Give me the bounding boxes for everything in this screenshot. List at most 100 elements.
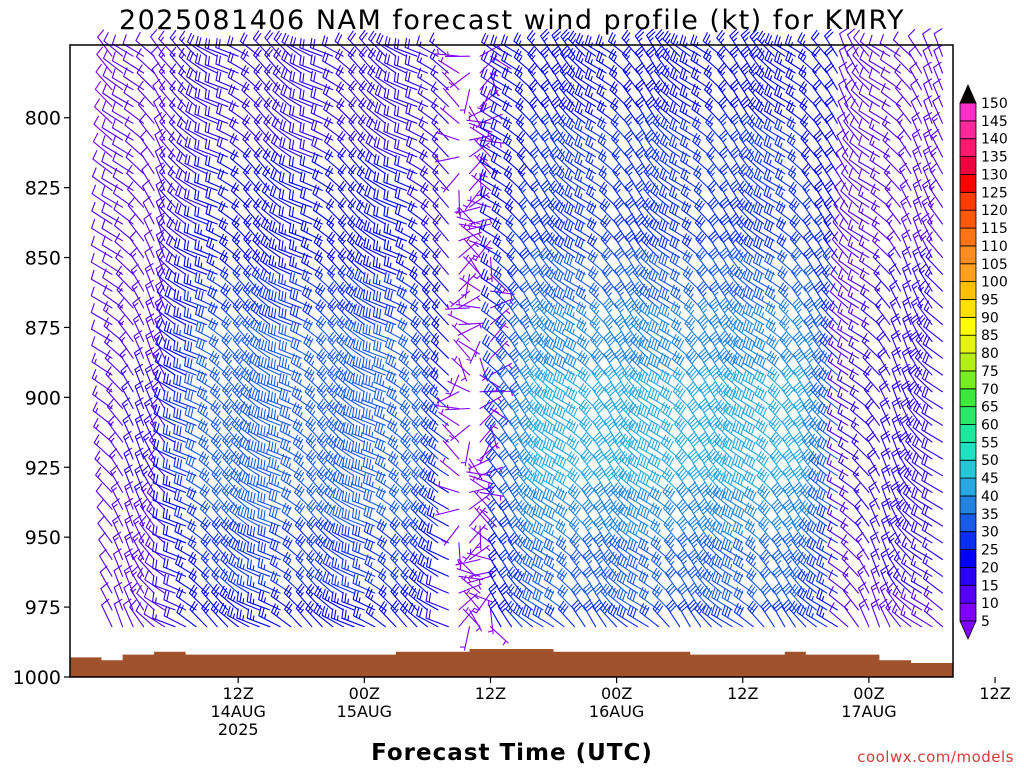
wind-barb <box>781 381 796 410</box>
wind-barb <box>792 347 807 376</box>
wind-barb <box>246 541 271 561</box>
wind-barb <box>714 433 733 460</box>
wind-barb <box>922 179 933 208</box>
wind-barb <box>848 150 870 175</box>
wind-barb <box>921 196 933 225</box>
wind-barb <box>237 505 260 527</box>
wind-barb <box>658 219 681 242</box>
wind-barb <box>668 135 691 158</box>
wind-barb <box>240 401 260 426</box>
wind-barb <box>137 80 155 108</box>
wind-barb <box>480 101 502 124</box>
wind-barb <box>346 249 365 275</box>
wind-barb <box>822 247 838 275</box>
wind-barb <box>545 283 565 309</box>
wind-barb <box>803 280 817 309</box>
wind-barb <box>449 290 471 307</box>
wind-barb <box>595 50 618 74</box>
wind-barb <box>651 131 670 158</box>
wind-barb <box>183 205 208 225</box>
wind-barb <box>204 71 229 91</box>
wind-barb <box>740 45 754 74</box>
wind-barb <box>200 566 218 594</box>
wind-barb <box>647 336 670 359</box>
wind-barb <box>186 502 208 527</box>
wind-barb <box>527 63 544 91</box>
wind-barb <box>236 608 260 628</box>
wind-barb <box>95 466 113 493</box>
wind-barb <box>690 67 712 91</box>
wind-barb <box>848 167 870 191</box>
wind-barb <box>789 214 807 242</box>
wind-barb <box>316 415 334 443</box>
wind-barb <box>395 236 418 259</box>
wind-barb <box>421 231 439 259</box>
wind-barb <box>434 400 460 410</box>
wind-barb <box>365 603 386 628</box>
wind-barb <box>432 248 449 275</box>
wind-barb <box>336 114 355 141</box>
wind-barb <box>98 548 113 577</box>
wind-barb <box>289 53 313 74</box>
wind-barb <box>228 100 250 124</box>
wind-barb <box>717 331 733 359</box>
wind-barb <box>686 599 702 628</box>
wind-barb <box>356 182 376 208</box>
wind-barb <box>626 588 649 611</box>
wind-barb <box>687 448 702 477</box>
wind-barb <box>239 418 260 443</box>
wind-barb <box>208 317 229 342</box>
wind-barb <box>211 567 229 594</box>
wind-barb <box>126 181 145 208</box>
wind-barb <box>375 486 397 510</box>
wind-barb <box>851 64 870 91</box>
wind-barb <box>417 554 439 577</box>
wind-barb <box>553 353 576 376</box>
wind-barb <box>219 585 239 611</box>
wind-barb <box>326 416 344 443</box>
colorbar-swatch <box>959 102 977 122</box>
wind-barb <box>176 116 197 141</box>
wind-barb <box>638 352 660 376</box>
wind-barb <box>284 601 302 628</box>
wind-barb <box>356 165 376 191</box>
wind-barb <box>528 331 544 359</box>
wind-barb <box>785 50 807 74</box>
wind-barb <box>892 568 912 594</box>
wind-barb <box>312 200 334 225</box>
wind-barb <box>411 399 428 426</box>
wind-barb <box>139 516 155 544</box>
wind-barb <box>698 414 712 443</box>
wind-barb <box>886 565 901 594</box>
colorbar-over-triangle <box>959 84 977 104</box>
wind-barb <box>237 522 260 544</box>
wind-barb <box>649 200 670 225</box>
wind-barb <box>162 507 187 527</box>
wind-barb <box>841 147 859 175</box>
wind-barb <box>755 418 775 443</box>
wind-barb <box>910 538 933 561</box>
wind-barb <box>269 538 292 561</box>
wind-barb <box>775 184 796 208</box>
wind-barb <box>690 34 712 57</box>
wind-barb <box>493 282 513 309</box>
wind-barb <box>453 338 471 359</box>
wind-barb <box>726 281 744 309</box>
wind-barb <box>175 185 197 208</box>
wind-barb <box>704 97 723 124</box>
wind-barb <box>564 336 586 359</box>
wind-barb <box>258 303 281 326</box>
wind-barb <box>462 542 481 562</box>
wind-barb <box>869 531 880 561</box>
wind-barb <box>790 247 807 275</box>
colorbar-swatch <box>959 263 977 283</box>
wind-barb <box>124 531 134 561</box>
wind-barb <box>104 349 124 376</box>
wind-barb <box>451 322 471 342</box>
wind-barb <box>745 165 765 191</box>
wind-barb <box>351 491 376 510</box>
wind-barb <box>848 335 870 359</box>
wind-barb <box>593 532 607 561</box>
